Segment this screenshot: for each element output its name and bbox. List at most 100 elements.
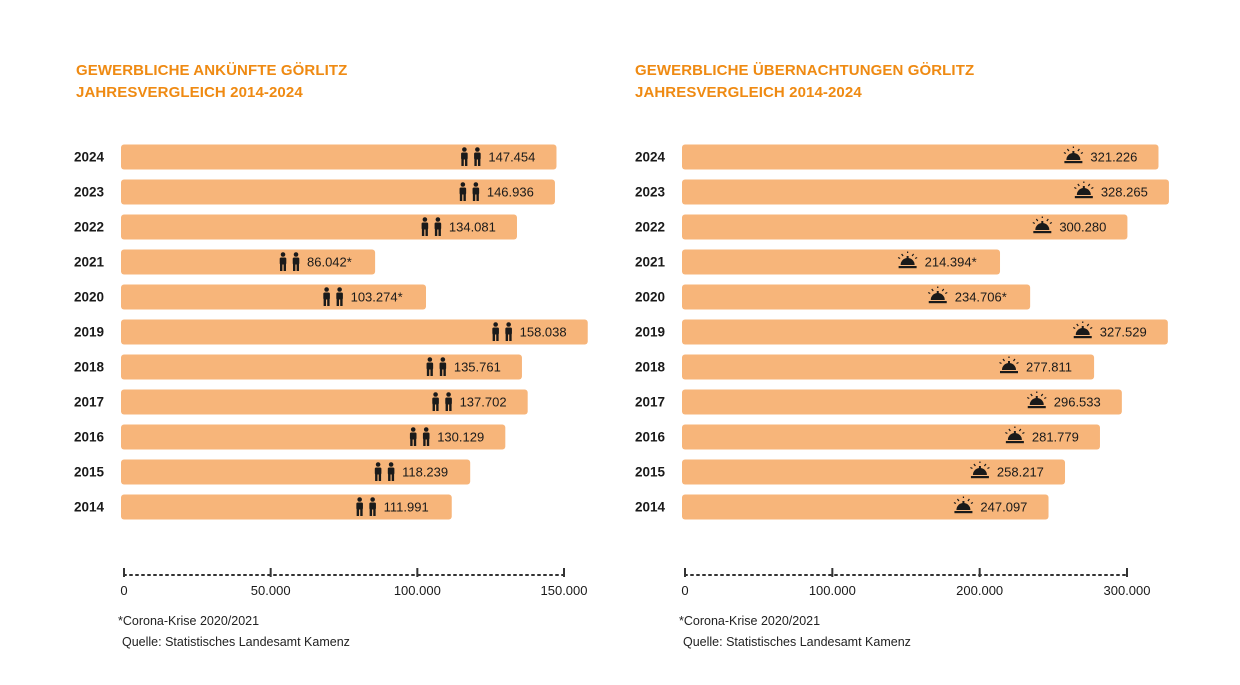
source-note: Quelle: Statistisches Landesamt Kamenz: [683, 635, 911, 649]
people-icon: [279, 252, 300, 271]
bar-row: 2023 328.265: [635, 179, 1169, 205]
bar-row: 2019 158.038: [74, 319, 588, 345]
people-icon: [323, 287, 343, 306]
bar: [682, 424, 1100, 450]
year-label: 2014: [74, 500, 105, 515]
hotel-bell-icon: [1026, 391, 1047, 409]
bar-row: 2019 327.529: [635, 319, 1168, 345]
bar: [682, 319, 1168, 345]
hotel-bell-icon: [1005, 426, 1025, 444]
year-label: 2022: [74, 220, 104, 235]
bar: [121, 424, 506, 450]
value-label: 277.811: [1026, 360, 1072, 375]
tick-label: 150.000: [541, 583, 588, 598]
people-icon: [461, 147, 481, 166]
bar: [682, 249, 1001, 275]
bar-row: 2017 296.533: [635, 389, 1122, 415]
year-label: 2020: [635, 290, 665, 305]
bar-row: 2016 130.129: [74, 424, 506, 450]
year-label: 2015: [74, 465, 105, 480]
bar: [682, 214, 1128, 240]
year-label: 2022: [635, 220, 665, 235]
bar-row: 2018 277.811: [635, 354, 1095, 380]
arrivals-bar-chart: 2024 147.454 2023 146.936 2022 134.081 2021 86.…: [74, 144, 588, 598]
chart-title-line-2: JAHRESVERGLEICH 2014-2024: [76, 84, 303, 101]
value-label: 134.081: [449, 220, 496, 235]
footnote-block: *Corona-Krise 2020/2021 Quelle: Statisti…: [118, 611, 350, 653]
value-label: 135.761: [454, 360, 501, 375]
value-label: 300.280: [1059, 220, 1106, 235]
overnight-stays-bar-chart: 2024 321.226 2023 328.265 2022 300.280 2021 214…: [635, 144, 1169, 598]
chart-title-line-1: GEWERBLICHE ANKÜNFTE GÖRLITZ: [76, 62, 348, 79]
tick-label: 0: [120, 583, 127, 598]
year-label: 2019: [635, 325, 665, 340]
people-icon: [374, 462, 395, 481]
bar: [121, 214, 517, 240]
hotel-bell-icon: [970, 461, 990, 479]
bar: [121, 249, 376, 275]
year-label: 2018: [635, 360, 666, 375]
value-label: 146.936: [487, 185, 534, 200]
people-icon: [459, 182, 480, 201]
value-label: 214.394*: [925, 255, 977, 270]
tick-label: 200.000: [956, 583, 1003, 598]
bar: [682, 389, 1122, 415]
footnote-corona: *Corona-Krise 2020/2021: [679, 614, 821, 628]
bar-row: 2023 146.936: [74, 179, 555, 205]
people-icon: [356, 497, 376, 516]
people-icon: [426, 357, 447, 376]
year-label: 2023: [635, 185, 666, 200]
year-label: 2024: [635, 150, 666, 165]
chart-panel-overnight-stays: GEWERBLICHE ÜBERNACHTUNGEN GÖRLITZ JAHRE…: [620, 0, 1220, 685]
year-label: 2021: [635, 255, 666, 270]
value-label: 118.239: [402, 465, 448, 480]
bar: [682, 354, 1095, 380]
bar-row: 2016 281.779: [635, 424, 1100, 450]
tick-label: 0: [681, 583, 688, 598]
value-label: 137.702: [460, 395, 507, 410]
value-label: 158.038: [520, 325, 567, 340]
bar: [121, 144, 557, 170]
year-label: 2015: [635, 465, 666, 480]
tick-label: 300.000: [1104, 583, 1151, 598]
value-label: 147.454: [488, 150, 535, 165]
bar: [682, 144, 1159, 170]
bar-row: 2024 321.226: [635, 144, 1159, 170]
value-label: 258.217: [997, 465, 1044, 480]
year-label: 2014: [635, 500, 666, 515]
x-axis: 0 50.000 100.000 150.000: [120, 568, 588, 598]
people-icon: [409, 427, 430, 446]
bar-row: 2020 234.706*: [635, 284, 1031, 310]
value-label: 328.265: [1101, 185, 1148, 200]
year-label: 2019: [74, 325, 104, 340]
bar-row: 2024 147.454: [74, 144, 557, 170]
bar: [121, 179, 555, 205]
value-label: 247.097: [980, 500, 1027, 515]
value-label: 103.274*: [351, 290, 403, 305]
bar-row: 2015 118.239: [74, 459, 471, 485]
tick-label: 100.000: [394, 583, 441, 598]
bar: [121, 354, 522, 380]
people-icon: [421, 217, 442, 236]
year-label: 2016: [635, 430, 666, 445]
hotel-bell-icon: [1063, 146, 1084, 164]
chart-title-line-2: JAHRESVERGLEICH 2014-2024: [635, 84, 862, 101]
bar-row: 2022 134.081: [74, 214, 517, 240]
hotel-bell-icon: [1072, 321, 1093, 339]
value-label: 321.226: [1090, 150, 1137, 165]
bar: [121, 389, 528, 415]
bar-row: 2021 214.394*: [635, 249, 1001, 275]
bar-row: 2021 86.042*: [74, 249, 376, 275]
value-label: 234.706*: [955, 290, 1007, 305]
value-label: 327.529: [1100, 325, 1147, 340]
footnote-corona: *Corona-Krise 2020/2021: [118, 614, 260, 628]
year-label: 2017: [74, 395, 104, 410]
year-label: 2017: [635, 395, 665, 410]
bar: [682, 179, 1169, 205]
chart-title: GEWERBLICHE ÜBERNACHTUNGEN GÖRLITZ JAHRE…: [635, 60, 974, 104]
bar-row: 2018 135.761: [74, 354, 522, 380]
chart-title-line-1: GEWERBLICHE ÜBERNACHTUNGEN GÖRLITZ: [635, 62, 975, 79]
chart-title: GEWERBLICHE ANKÜNFTE GÖRLITZ JAHRESVERGL…: [76, 60, 347, 104]
footnote-block: *Corona-Krise 2020/2021 Quelle: Statisti…: [679, 611, 911, 653]
bar: [682, 494, 1049, 520]
